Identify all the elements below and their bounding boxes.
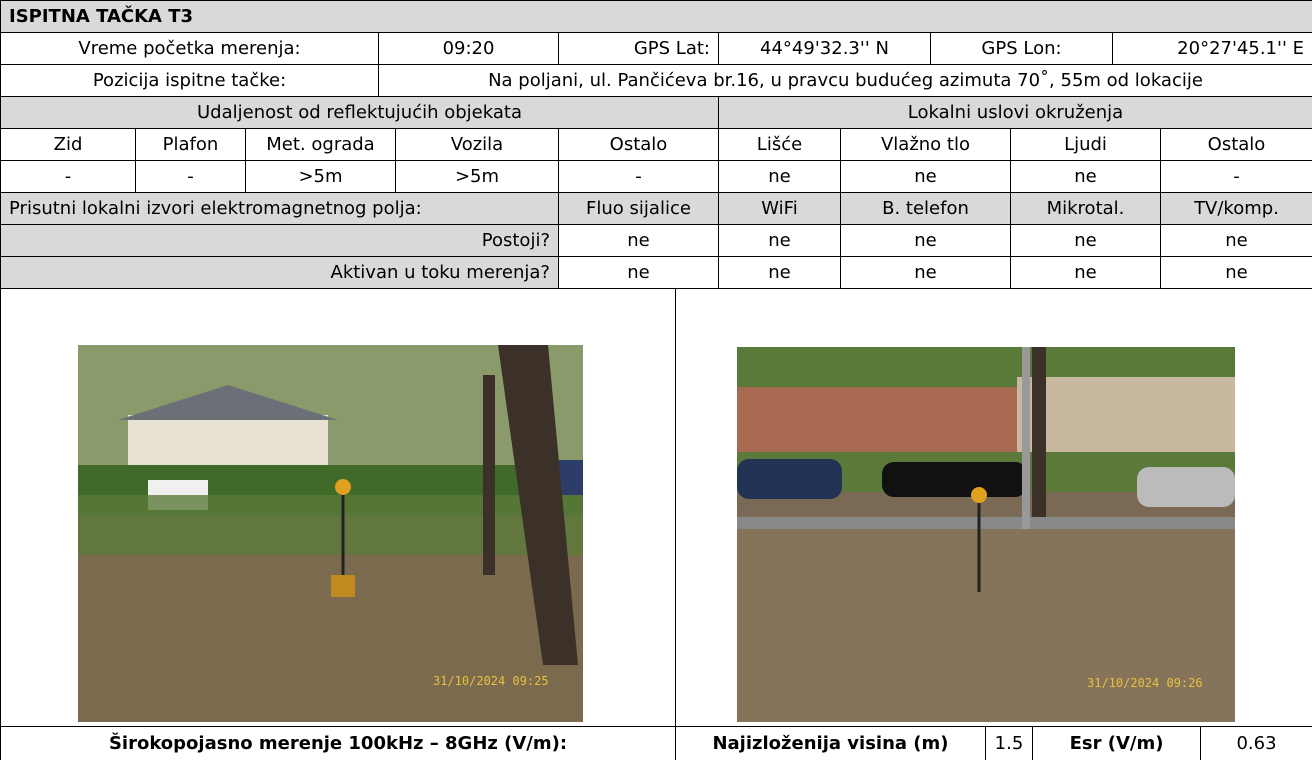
table-cell: Plafon [135,128,246,161]
table-cell: 0.63 [1200,726,1312,760]
table-cell: ne [718,256,841,289]
table-cell: ne [1160,256,1312,289]
photo-timestamp: 31/10/2024 09:25 [433,674,549,688]
table-cell: 09:20 [378,32,559,65]
photo-right: 31/10/2024 09:26 [737,347,1235,722]
table-cell: Ostalo [558,128,719,161]
table-cell: ne [840,256,1011,289]
table-cell: Vozila [395,128,559,161]
photo-left: 31/10/2024 09:25 [78,345,583,722]
table-cell: Udaljenost od reflektujućih objekata [0,96,719,129]
table-cell: ne [1010,256,1161,289]
table-cell: ne [840,224,1011,257]
table-cell: - [135,160,246,193]
table-cell: Na poljani, ul. Pančićeva br.16, u pravc… [378,64,1312,97]
table-cell: ne [1010,160,1161,193]
table-cell: ne [718,224,841,257]
table-cell: Ostalo [1160,128,1312,161]
table-cell: Vreme početka merenja: [0,32,379,65]
table-cell: ne [1010,224,1161,257]
table-cell: GPS Lat: [558,32,719,65]
table-cell: Mikrotal. [1010,192,1161,225]
table-cell: Esr (V/m) [1032,726,1201,760]
table-cell: ne [558,256,719,289]
table-cell: ne [718,160,841,193]
table-cell: >5m [245,160,396,193]
table-cell: 20°27'45.1'' E [1112,32,1312,65]
table-cell: Lišće [718,128,841,161]
table-cell: Met. ograda [245,128,396,161]
photo-timestamp: 31/10/2024 09:26 [1087,676,1203,690]
table-cell: - [1160,160,1312,193]
table-cell: >5m [395,160,559,193]
table-cell: GPS Lon: [930,32,1113,65]
table-cell: ne [1160,224,1312,257]
table-cell: - [558,160,719,193]
table-cell: Postoji? [0,224,559,257]
table-cell: Fluo sijalice [558,192,719,225]
table-cell: WiFi [718,192,841,225]
table-cell: ISPITNA TAČKA T3 [0,0,1312,33]
table-cell: Lokalni uslovi okruženja [718,96,1312,129]
table-cell: Zid [0,128,136,161]
table-cell: TV/komp. [1160,192,1312,225]
table-cell: Najizloženija visina (m) [675,726,986,760]
table-cell: 44°49'32.3'' N [718,32,931,65]
table-cell: Pozicija ispitne tačke: [0,64,379,97]
table-cell: 1.5 [985,726,1033,760]
table-cell: ne [840,160,1011,193]
table-cell: Širokopojasno merenje 100kHz – 8GHz (V/m… [0,726,676,760]
table-cell: B. telefon [840,192,1011,225]
table-cell: Aktivan u toku merenja? [0,256,559,289]
table-cell: Vlažno tlo [840,128,1011,161]
table-cell: Prisutni lokalni izvori elektromagnetnog… [0,192,559,225]
table-cell: Ljudi [1010,128,1161,161]
table-cell: - [0,160,136,193]
table-cell: ne [558,224,719,257]
